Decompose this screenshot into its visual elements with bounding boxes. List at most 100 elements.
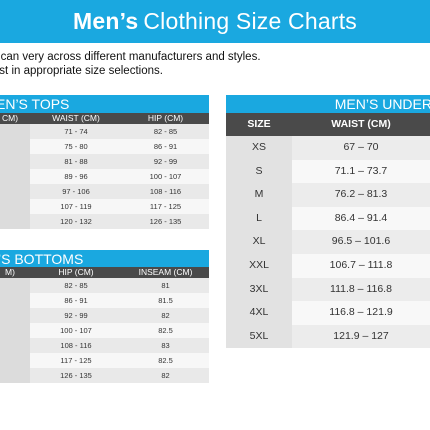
table-row: S 71.1 – 73.7 <box>226 159 430 184</box>
tops-cell: 81 - 88 <box>30 154 122 169</box>
bottoms-cell <box>0 278 30 293</box>
table-header-row: CM) WAIST (CM) HIP (CM) <box>0 113 209 124</box>
bottoms-header-waist: M) <box>0 267 30 278</box>
underwear-size-cell: 5XL <box>226 324 292 349</box>
underwear-waist-cell: 116.8 – 121.9 <box>292 301 430 325</box>
underwear-waist-cell: 111.8 – 116.8 <box>292 277 430 302</box>
table-row: 107 - 119 117 - 125 <box>0 199 209 214</box>
bottoms-cell: 86 - 91 <box>30 293 122 308</box>
bottoms-cell: 82.5 <box>122 323 209 338</box>
bottoms-cell: 100 - 107 <box>30 323 122 338</box>
tops-cell <box>0 139 30 154</box>
tops-section-title: EN’S TOPS <box>0 95 209 113</box>
bottoms-cell: 126 - 135 <box>30 368 122 383</box>
tops-cell: 86 - 91 <box>122 139 209 154</box>
bottoms-cell: 81 <box>122 278 209 293</box>
table-row: 81 - 88 92 - 99 <box>0 154 209 169</box>
bottoms-cell: 92 - 99 <box>30 308 122 323</box>
table-row: 120 - 132 126 - 135 <box>0 214 209 229</box>
banner-title-rest: Clothing Size Charts <box>143 8 357 34</box>
tops-cell: 97 - 106 <box>30 184 122 199</box>
banner-title-bold: Men’s <box>73 8 139 34</box>
tops-header-hip: HIP (CM) <box>122 113 209 124</box>
table-row: 126 - 135 82 <box>0 368 209 383</box>
bottoms-cell <box>0 323 30 338</box>
tops-cell: 92 - 99 <box>122 154 209 169</box>
tops-cell: 126 - 135 <box>122 214 209 229</box>
page-banner: Men’s Clothing Size Charts <box>0 0 430 43</box>
tops-cell <box>0 184 30 199</box>
table-row: 92 - 99 82 <box>0 308 209 323</box>
bottoms-cell: 82 - 85 <box>30 278 122 293</box>
underwear-size-cell: XS <box>226 136 292 160</box>
underwear-header-size: SIZE <box>226 113 292 136</box>
underwear-size-cell: XL <box>226 230 292 254</box>
underwear-header-waist: WAIST (CM) <box>292 113 430 136</box>
bottoms-size-table: M) HIP (CM) INSEAM (CM) 82 - 85 81 86 - 9… <box>0 267 209 383</box>
tops-cell: 75 - 80 <box>30 139 122 154</box>
table-row: 100 - 107 82.5 <box>0 323 209 338</box>
bottoms-cell <box>0 293 30 308</box>
intro-line-1: e can very across different manufacturer… <box>0 51 261 63</box>
underwear-waist-cell: 106.7 – 111.8 <box>292 253 430 278</box>
table-row: 117 - 125 82.5 <box>0 353 209 368</box>
bottoms-cell <box>0 353 30 368</box>
bottoms-cell: 82.5 <box>122 353 209 368</box>
table-row: 4XL 116.8 – 121.9 <box>226 301 430 325</box>
table-row: XL 96.5 – 101.6 <box>226 230 430 254</box>
tops-cell: 100 - 107 <box>122 169 209 184</box>
underwear-waist-cell: 121.9 – 127 <box>292 324 430 349</box>
underwear-size-cell: M <box>226 183 292 207</box>
underwear-section-title: MEN’S UNDER <box>226 95 430 113</box>
underwear-size-cell: S <box>226 159 292 184</box>
bottoms-cell: 108 - 116 <box>30 338 122 353</box>
underwear-waist-cell: 67 – 70 <box>292 136 430 160</box>
underwear-waist-cell: 86.4 – 91.4 <box>292 206 430 231</box>
tops-cell: 108 - 116 <box>122 184 209 199</box>
table-row: 97 - 106 108 - 116 <box>0 184 209 199</box>
table-row: 75 - 80 86 - 91 <box>0 139 209 154</box>
bottoms-cell <box>0 338 30 353</box>
bottoms-header-inseam: INSEAM (CM) <box>122 267 209 278</box>
intro-text: e can very across different manufacturer… <box>0 50 430 78</box>
table-row: XXL 106.7 – 111.8 <box>226 253 430 278</box>
bottoms-cell: 81.5 <box>122 293 209 308</box>
tops-size-table: CM) WAIST (CM) HIP (CM) 71 - 74 82 - 85 7… <box>0 113 209 229</box>
bottoms-header-hip: HIP (CM) <box>30 267 122 278</box>
tops-header-chest: CM) <box>0 113 30 124</box>
underwear-title-text: MEN’S UNDER <box>334 96 430 112</box>
bottoms-cell <box>0 308 30 323</box>
tops-cell: 117 - 125 <box>122 199 209 214</box>
table-header-row: M) HIP (CM) INSEAM (CM) <box>0 267 209 278</box>
bottoms-cell <box>0 368 30 383</box>
table-row: 3XL 111.8 – 116.8 <box>226 277 430 302</box>
underwear-size-cell: 4XL <box>226 301 292 325</box>
table-row: 86 - 91 81.5 <box>0 293 209 308</box>
table-row: 108 - 116 83 <box>0 338 209 353</box>
underwear-size-table: SIZE WAIST (CM) XS 67 – 70 S 71.1 – 73.7 M… <box>226 113 430 349</box>
underwear-size-cell: L <box>226 206 292 231</box>
intro-line-2: sist in appropriate size selections. <box>0 65 163 77</box>
tops-cell <box>0 214 30 229</box>
bottoms-cell: 117 - 125 <box>30 353 122 368</box>
underwear-size-cell: 3XL <box>226 277 292 302</box>
tops-cell <box>0 169 30 184</box>
table-row: 71 - 74 82 - 85 <box>0 124 209 139</box>
tops-cell <box>0 199 30 214</box>
table-row: 82 - 85 81 <box>0 278 209 293</box>
table-row: M 76.2 – 81.3 <box>226 183 430 207</box>
tops-cell <box>0 154 30 169</box>
tops-cell: 71 - 74 <box>30 124 122 139</box>
tops-cell: 120 - 132 <box>30 214 122 229</box>
tops-cell <box>0 124 30 139</box>
bottoms-title-text: ’S BOTTOMS <box>0 251 84 267</box>
underwear-waist-cell: 96.5 – 101.6 <box>292 230 430 254</box>
tops-cell: 107 - 119 <box>30 199 122 214</box>
bottoms-cell: 83 <box>122 338 209 353</box>
table-row: 5XL 121.9 – 127 <box>226 324 430 349</box>
underwear-waist-cell: 76.2 – 81.3 <box>292 183 430 207</box>
tops-title-text: EN’S TOPS <box>0 96 70 112</box>
underwear-waist-cell: 71.1 – 73.7 <box>292 159 430 184</box>
tops-cell: 89 - 96 <box>30 169 122 184</box>
tops-header-waist: WAIST (CM) <box>30 113 122 124</box>
